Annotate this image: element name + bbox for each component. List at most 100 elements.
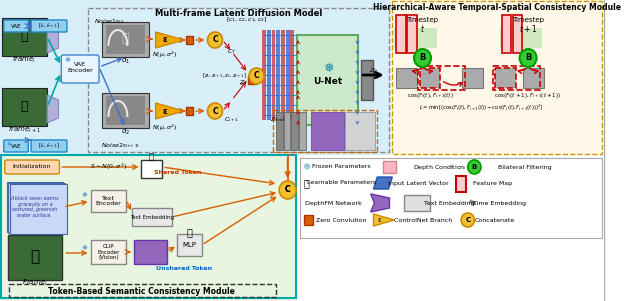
FancyBboxPatch shape [61, 55, 99, 83]
Text: $Z_{final}$: $Z_{final}$ [270, 116, 286, 124]
Bar [397, 69, 416, 87]
Bar [345, 112, 375, 150]
Text: Learnable Parameters: Learnable Parameters [307, 181, 376, 185]
Bar [299, 112, 305, 150]
Text: VAE: VAE [11, 23, 21, 29]
Bar [6, 182, 63, 232]
Text: ControlNet Branch: ControlNet Branch [394, 218, 452, 222]
Text: C: C [285, 185, 291, 194]
Text: ε: ε [163, 107, 168, 116]
Text: Timestep: Timestep [406, 17, 438, 23]
Text: $[c_1,c_2,c_1,c_2]$: $[c_1,c_2,c_1,c_2]$ [227, 16, 268, 24]
Bar [267, 30, 271, 120]
Text: B: B [472, 164, 477, 170]
FancyBboxPatch shape [4, 20, 28, 32]
Text: ε: ε [377, 217, 381, 223]
Bar [383, 161, 396, 173]
Bar [408, 15, 417, 53]
Text: $\cos(F_i(t+1), F_{i+1}(t+1))$: $\cos(F_i(t+1), F_{i+1}(t+1))$ [493, 92, 561, 101]
Text: $\cos(F_i(t), F_{i+1}(t))$: $\cos(F_i(t), F_{i+1}(t))$ [406, 92, 453, 101]
Text: $d_1$: $d_1$ [121, 56, 130, 66]
Bar [2, 88, 47, 126]
Text: $t$: $t$ [420, 23, 425, 33]
Bar [462, 68, 483, 88]
Bar [392, 0, 604, 155]
Bar [276, 30, 280, 120]
Text: $Z_0$: $Z_0$ [369, 67, 378, 76]
Bar [496, 69, 515, 87]
FancyBboxPatch shape [31, 140, 67, 152]
Circle shape [280, 182, 295, 198]
Bar [177, 234, 202, 256]
Circle shape [207, 103, 223, 119]
Bar [463, 69, 482, 87]
Text: Shared Token: Shared Token [154, 169, 201, 175]
Bar [271, 30, 275, 120]
Text: Frozen Parameters: Frozen Parameters [312, 165, 371, 169]
Text: $C_T$: $C_T$ [227, 48, 237, 57]
FancyBboxPatch shape [4, 140, 28, 152]
Text: $[l_t,l_{t+1}]$: $[l_t,l_{t+1}]$ [38, 141, 60, 150]
Text: ❅: ❅ [82, 192, 88, 198]
Bar [132, 208, 172, 226]
Text: B: B [419, 54, 426, 63]
Circle shape [207, 32, 223, 48]
Text: 🦢: 🦢 [20, 101, 28, 113]
Text: Time Embedding: Time Embedding [474, 200, 526, 206]
Text: $Noise1_{R(t)}$: $Noise1_{R(t)}$ [94, 18, 125, 26]
Bar [10, 184, 67, 234]
Bar [524, 69, 543, 87]
Text: C: C [212, 107, 218, 116]
Text: Multi-frame Latent Diffusion Model: Multi-frame Latent Diffusion Model [155, 10, 323, 18]
Text: ❅: ❅ [82, 245, 88, 251]
Text: ❅: ❅ [303, 162, 310, 172]
Bar [513, 15, 522, 53]
Text: Text Embedding: Text Embedding [424, 200, 474, 206]
Text: VAE: VAE [11, 144, 21, 148]
Text: Initialization: Initialization [13, 165, 51, 169]
Text: Zero Convlution: Zero Convlution [316, 218, 367, 222]
Polygon shape [371, 194, 390, 212]
FancyBboxPatch shape [4, 160, 60, 174]
Bar [134, 240, 167, 264]
Bar [276, 112, 283, 150]
Text: Feature Map: Feature Map [473, 181, 512, 185]
Text: C: C [253, 72, 259, 80]
Bar [102, 93, 149, 128]
Bar [0, 0, 392, 155]
Text: ε: ε [163, 36, 168, 45]
Bar [90, 240, 126, 264]
Bar [396, 15, 406, 53]
Bar [495, 68, 516, 88]
Text: 🦢: 🦢 [30, 250, 40, 265]
Bar [186, 107, 193, 115]
Bar [106, 25, 145, 54]
Bar [102, 22, 149, 57]
Circle shape [520, 49, 536, 67]
Text: 🔥: 🔥 [187, 227, 193, 237]
Bar [311, 112, 344, 150]
Text: C: C [285, 185, 291, 194]
Bar [420, 69, 440, 87]
Text: ✏: ✏ [465, 197, 477, 209]
Bar [281, 30, 285, 120]
Text: $C_{i+1}$: $C_{i+1}$ [225, 116, 239, 124]
Bar [396, 68, 417, 88]
Bar [502, 15, 511, 53]
Text: $N(\mu,\sigma^2)$: $N(\mu,\sigma^2)$ [152, 123, 178, 133]
Text: CLIP
Encoder
(Vision): CLIP Encoder (Vision) [97, 244, 120, 260]
Bar [90, 190, 126, 212]
Text: VAE: VAE [74, 61, 86, 67]
Text: Hierarchical-Aware Temporal-Spatial Consistency Module: Hierarchical-Aware Temporal-Spatial Cons… [373, 4, 621, 13]
Text: A black swan swims
graceully on a
textured, greenish
water surface.: A black swan swims graceully on a textur… [11, 196, 60, 218]
Bar [418, 66, 465, 90]
Bar [186, 36, 193, 44]
Bar [493, 66, 540, 90]
Polygon shape [374, 177, 392, 189]
Bar [361, 60, 372, 100]
Text: 🦢: 🦢 [122, 33, 129, 45]
Text: $[z_t,z_{t+1},z_t,z_{t+1}]$: $[z_t,z_{t+1},z_t,z_{t+1}]$ [202, 72, 247, 80]
Polygon shape [156, 103, 184, 119]
Bar [8, 235, 62, 280]
Bar [291, 30, 294, 120]
